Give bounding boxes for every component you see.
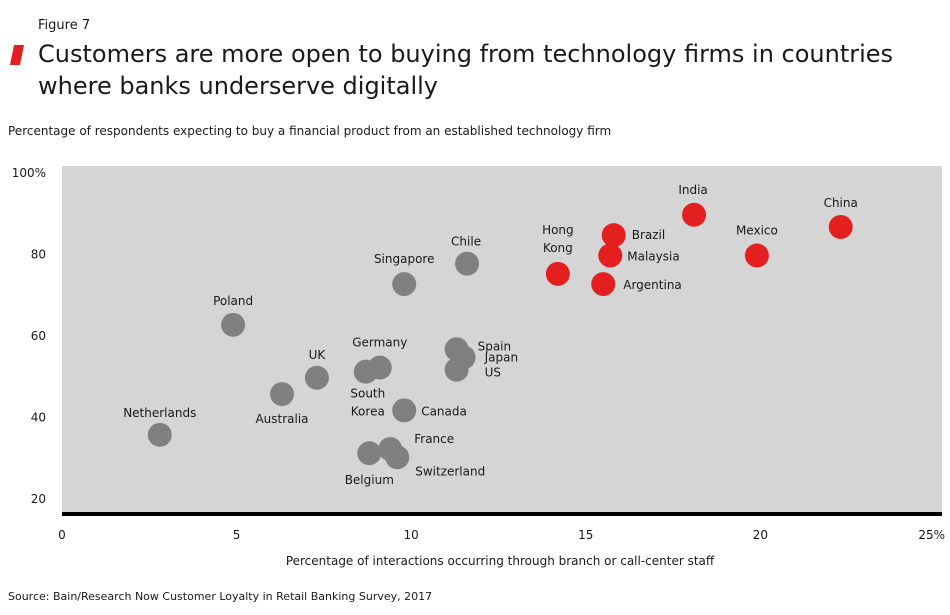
x-tick-label-20: 20	[753, 528, 768, 542]
point-singapore	[392, 272, 417, 297]
point-label-china: China	[824, 196, 858, 210]
point-label-brazil: Brazil	[632, 228, 666, 242]
point-brazil	[601, 223, 626, 248]
point-label-argentina: Argentina	[623, 278, 682, 292]
point-australia	[269, 382, 294, 407]
point-label-belgium: Belgium	[345, 473, 394, 487]
point-uk	[304, 365, 329, 390]
point-argentina	[591, 272, 616, 297]
point-switzerland	[385, 445, 410, 470]
x-tick-labels: 0 5 10 15 20 25%	[58, 528, 945, 542]
point-chile	[455, 251, 480, 276]
data-points	[147, 202, 853, 470]
source-note: Source: Bain/Research Now Customer Loyal…	[8, 590, 433, 603]
point-label-japan: Japan	[484, 350, 518, 364]
point-label-hong-kong: Hong	[542, 223, 574, 237]
point-label-canada: Canada	[421, 404, 467, 418]
point-label-malaysia: Malaysia	[627, 250, 679, 264]
point-label-poland: Poland	[213, 294, 253, 308]
chart-title: Customers are more open to buying from t…	[38, 40, 894, 100]
scatter-chart: 100% 80 60 40 20 0 5 10 15 20 25% Netherlands Pola…	[12, 166, 945, 568]
point-label-hong-kong-1: Kong	[543, 241, 573, 255]
point-hong-kong	[545, 261, 570, 286]
point-india	[682, 202, 707, 227]
point-netherlands	[147, 422, 172, 447]
point-us	[444, 357, 469, 382]
x-axis-label: Percentage of interactions occurring thr…	[286, 554, 715, 568]
point-label-chile: Chile	[451, 235, 481, 249]
figure-label: Figure 7	[38, 18, 91, 33]
y-tick-label-40: 40	[31, 411, 46, 425]
point-malaysia	[598, 243, 623, 268]
x-tick-label-5: 5	[233, 528, 241, 542]
point-label-mexico: Mexico	[736, 224, 778, 238]
point-poland	[221, 312, 246, 337]
title-accent-icon	[10, 45, 24, 65]
y-tick-label-80: 80	[31, 248, 46, 262]
point-label-netherlands: Netherlands	[123, 406, 196, 420]
y-tick-label-100: 100%	[12, 166, 46, 180]
x-tick-label-0: 0	[58, 528, 66, 542]
point-label-spain: Spain	[478, 339, 512, 353]
point-label-germany: Germany	[352, 336, 407, 350]
point-label-switzerland: Switzerland	[415, 464, 485, 478]
point-south-korea	[353, 359, 378, 384]
x-tick-label-25: 25%	[918, 528, 945, 542]
plot-area	[62, 166, 942, 514]
point-label-us: US	[485, 366, 501, 380]
point-belgium	[357, 441, 382, 466]
point-label-south-korea-1: Korea	[351, 405, 385, 419]
y-tick-label-20: 20	[31, 492, 46, 506]
point-label-south-korea: South	[350, 387, 385, 401]
point-label-france: France	[414, 432, 454, 446]
data-labels: Netherlands Poland Australia UK Germany South…	[123, 183, 858, 487]
point-label-singapore: Singapore	[374, 252, 435, 266]
point-mexico	[744, 243, 769, 268]
point-canada	[392, 398, 417, 423]
y-tick-labels: 100% 80 60 40 20	[12, 166, 46, 506]
point-china	[828, 215, 853, 240]
y-axis-label: Percentage of respondents expecting to b…	[8, 124, 612, 138]
point-label-india: India	[678, 183, 707, 197]
y-tick-label-60: 60	[31, 329, 46, 343]
x-tick-label-15: 15	[578, 528, 593, 542]
x-tick-label-10: 10	[404, 528, 419, 542]
point-label-australia: Australia	[255, 412, 308, 426]
point-label-uk: UK	[309, 348, 327, 362]
